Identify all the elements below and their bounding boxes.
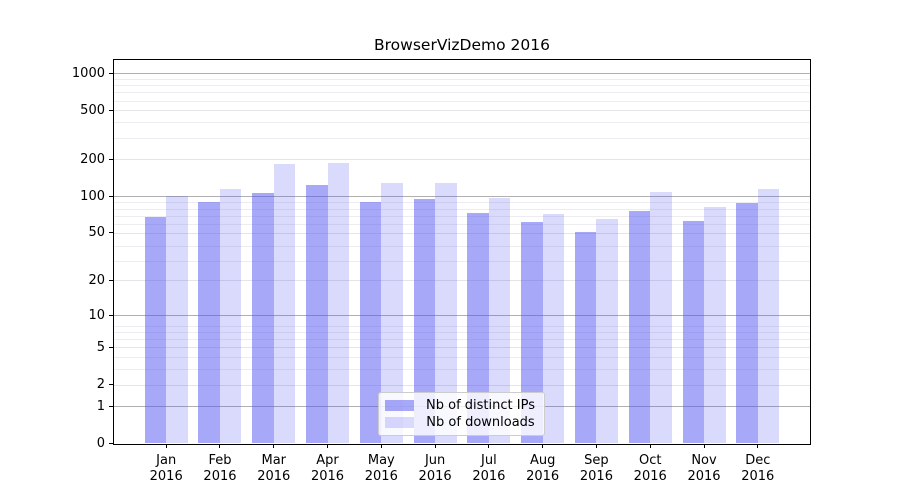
bar-nov-downloads <box>704 206 726 444</box>
y-tick-mark <box>109 314 113 316</box>
minor-gridline <box>114 137 810 139</box>
legend-label: Nb of distinct IPs <box>426 397 535 413</box>
x-tick-label: Oct 2016 <box>633 452 667 484</box>
legend-item: Nb of distinct IPs <box>385 398 538 413</box>
y-tick-label: 500 <box>80 102 105 118</box>
y-tick-label: 0 <box>96 436 105 451</box>
x-tick-mark <box>488 444 490 448</box>
x-tick-label: Sep 2016 <box>579 452 613 484</box>
x-tick-mark <box>649 444 651 448</box>
bar-sep-downloads <box>596 219 618 444</box>
x-tick-mark <box>757 444 759 448</box>
y-tick-mark <box>109 405 113 407</box>
bar-nov-distinct-ips <box>682 220 704 444</box>
y-tick-label: 10 <box>88 307 105 323</box>
bar-jan-downloads <box>166 196 188 444</box>
legend-swatch-distinct-ips <box>385 399 414 411</box>
bar-jul-distinct-ips <box>467 212 489 444</box>
legend-item: Nb of downloads <box>385 415 538 430</box>
legend-swatch-downloads <box>385 417 414 429</box>
x-tick-mark <box>327 444 329 448</box>
major-gridline <box>114 196 810 198</box>
minor-gridline <box>114 100 810 102</box>
y-tick-label: 2 <box>96 377 105 393</box>
x-tick-label: Feb 2016 <box>203 452 237 484</box>
x-tick-mark <box>380 444 382 448</box>
bar-dec-downloads <box>757 188 780 444</box>
x-tick-mark <box>219 444 221 448</box>
x-tick-label: Dec 2016 <box>741 452 775 484</box>
x-tick-mark <box>165 444 167 448</box>
bar-dec-distinct-ips <box>736 202 758 444</box>
y-tick-label: 50 <box>88 225 105 241</box>
bar-jan-distinct-ips <box>144 216 167 444</box>
legend: Nb of distinct IPs Nb of downloads <box>378 392 545 436</box>
x-tick-label: Apr 2016 <box>310 452 345 484</box>
minor-gridline <box>114 85 810 87</box>
x-tick-mark <box>434 444 436 448</box>
minor-gridline <box>114 92 810 94</box>
major-gridline <box>114 73 810 75</box>
x-tick-label: Jan 2016 <box>149 452 183 484</box>
bar-mar-distinct-ips <box>252 192 274 444</box>
y-tick-label: 5 <box>96 339 105 355</box>
bar-jun-downloads <box>435 182 457 444</box>
y-tick-mark <box>109 195 113 197</box>
y-tick-mark <box>109 384 113 386</box>
y-tick-label: 20 <box>88 272 105 288</box>
y-tick-mark <box>109 279 113 281</box>
chart-title: BrowserVizDemo 2016 <box>374 36 550 54</box>
x-tick-label: Mar 2016 <box>257 452 291 484</box>
y-tick-label: 1000 <box>71 65 105 81</box>
legend-label: Nb of downloads <box>426 415 535 431</box>
minor-gridline <box>114 78 810 80</box>
bar-aug-distinct-ips <box>521 222 543 444</box>
x-tick-label: May 2016 <box>364 452 398 484</box>
bar-aug-downloads <box>542 214 565 444</box>
y-tick-mark <box>109 158 113 160</box>
sub-gridline <box>114 110 810 112</box>
y-tick-label: 1 <box>96 398 105 414</box>
bar-feb-distinct-ips <box>198 201 220 444</box>
sub-gridline <box>114 159 810 161</box>
y-tick-mark <box>109 109 113 111</box>
y-tick-mark <box>109 232 113 234</box>
x-tick-mark <box>703 444 705 448</box>
y-tick-label: 200 <box>80 151 105 167</box>
y-tick-mark <box>109 72 113 74</box>
bar-oct-distinct-ips <box>628 210 651 444</box>
x-tick-label: Nov 2016 <box>687 452 721 484</box>
x-tick-label: Jun 2016 <box>418 452 452 484</box>
x-tick-mark <box>595 444 597 448</box>
bar-apr-downloads <box>327 162 350 444</box>
bar-mar-downloads <box>273 164 296 444</box>
x-tick-mark <box>273 444 275 448</box>
x-tick-label: Jul 2016 <box>472 452 506 484</box>
minor-gridline <box>114 122 810 124</box>
bar-apr-distinct-ips <box>306 185 328 444</box>
bar-jul-downloads <box>488 197 511 444</box>
x-tick-label: Aug 2016 <box>526 452 560 484</box>
bar-sep-distinct-ips <box>574 231 597 444</box>
y-tick-label: 100 <box>80 188 105 204</box>
bar-oct-downloads <box>650 191 672 444</box>
bar-may-downloads <box>381 183 403 444</box>
y-tick-mark <box>109 443 113 444</box>
bar-feb-downloads <box>219 188 242 444</box>
y-tick-mark <box>109 346 113 348</box>
bar-may-distinct-ips <box>359 201 382 444</box>
x-tick-mark <box>542 444 544 448</box>
bar-jun-distinct-ips <box>413 199 436 444</box>
